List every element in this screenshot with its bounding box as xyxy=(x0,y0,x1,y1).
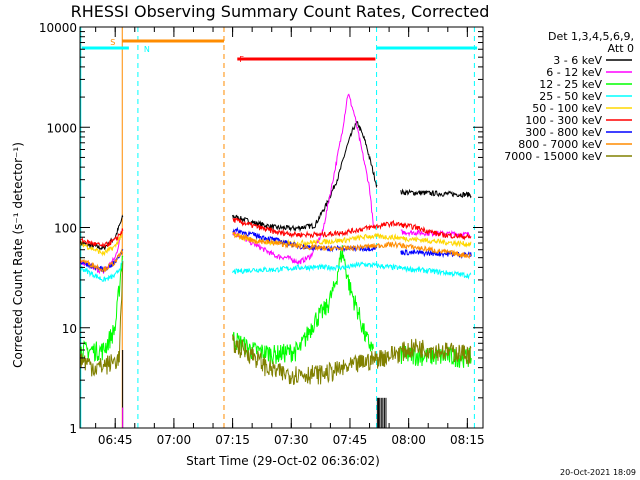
axes: 1 10 100 1000 10000 06:45 07:00 07:15 07:30 07:45… xyxy=(39,21,485,447)
series-line-0-tail xyxy=(400,188,472,199)
series-line-2-pre xyxy=(79,255,124,363)
series-line-1-post xyxy=(232,93,374,266)
series-line-0-post xyxy=(232,120,378,233)
y-tick-label: 1 xyxy=(69,422,77,436)
y-tick-label: 1000 xyxy=(46,121,77,135)
x-tick-label: 07:15 xyxy=(215,433,250,447)
series-line-3-post xyxy=(232,261,472,280)
series-line-8-post xyxy=(232,334,472,386)
legend-header-1: Att 0 xyxy=(608,42,634,55)
series-line-8-pre xyxy=(79,261,124,377)
y-tick-label: 10 xyxy=(62,322,77,336)
y-tick-label: 100 xyxy=(54,222,77,236)
series-line-5-post xyxy=(232,217,472,241)
x-tick-label: 07:30 xyxy=(274,433,309,447)
legend-label-8: 7000 - 15000 keV xyxy=(504,150,602,163)
series-line-5-pre xyxy=(79,228,124,248)
generation-date: 20-Oct-2021 18:09 xyxy=(560,468,636,477)
marker-label-n: N xyxy=(144,45,150,54)
series-line-2-post xyxy=(232,245,374,365)
x-tick-label: 08:15 xyxy=(450,433,485,447)
legend-label-6: 300 - 800 keV xyxy=(525,126,602,139)
legend-label-7: 800 - 7000 keV xyxy=(518,138,602,151)
legend-label-1: 6 - 12 keV xyxy=(546,66,602,79)
y-axis-label: Corrected Count Rate (s⁻¹ detector⁻¹) xyxy=(11,142,25,368)
legend-label-4: 50 - 100 keV xyxy=(532,102,602,115)
marker-label-s: S xyxy=(110,38,115,47)
legend-label-5: 100 - 300 keV xyxy=(525,114,602,127)
legend-label-0: 3 - 6 keV xyxy=(553,54,602,67)
legend-header-0: Det 1,3,4,5,6,9, xyxy=(548,30,634,43)
x-tick-label: 07:00 xyxy=(157,433,192,447)
chart-title: RHESSI Observing Summary Count Rates, Co… xyxy=(71,2,490,21)
series-line-2-tail xyxy=(400,346,472,368)
series-line-7-post xyxy=(232,230,472,260)
legend-label-2: 12 - 25 keV xyxy=(539,78,602,91)
series-lines xyxy=(79,93,472,428)
series-line-4-post xyxy=(232,232,472,248)
series-line-6-tail xyxy=(400,248,472,259)
x-tick-label: 07:45 xyxy=(333,433,368,447)
y-tick-label: 10000 xyxy=(39,21,77,35)
series-line-7-pre xyxy=(79,248,124,273)
x-tick-label: 08:00 xyxy=(391,433,426,447)
series-line-3-pre xyxy=(79,260,124,282)
x-tick-label: 06:45 xyxy=(98,433,133,447)
marker-label-f: F xyxy=(239,55,244,64)
series-line-4-pre xyxy=(79,230,124,257)
legend-label-3: 25 - 50 keV xyxy=(539,90,602,103)
x-axis-label: Start Time (29-Oct-02 06:36:02) xyxy=(186,454,380,468)
